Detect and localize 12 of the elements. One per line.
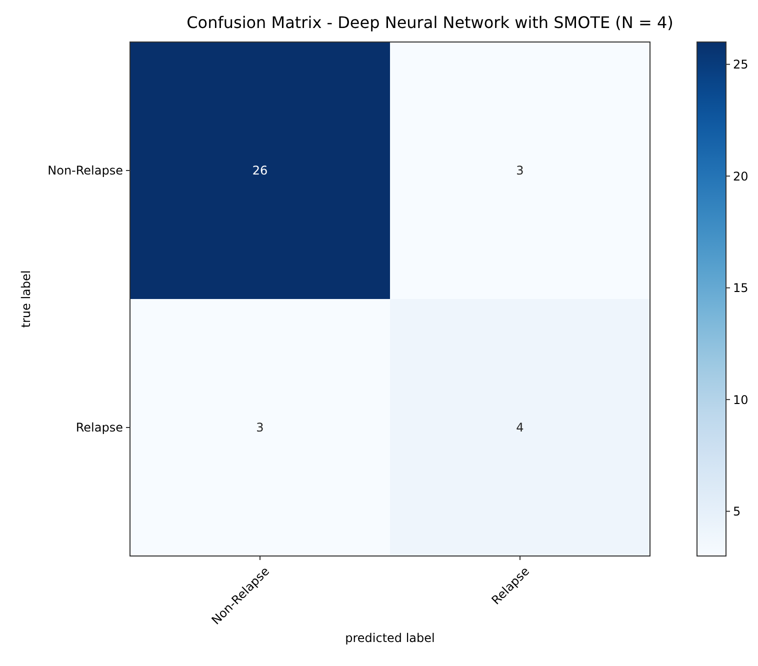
- x-axis-title: predicted label: [345, 631, 435, 645]
- data-label: 3: [256, 420, 264, 435]
- data-label: 26: [252, 164, 268, 178]
- color-bar-label: 20: [733, 169, 748, 184]
- color-bar-label: 5: [733, 504, 741, 519]
- color-bar-label: 25: [733, 58, 748, 72]
- y-axis-title: true label: [19, 270, 33, 328]
- chart-title: Confusion Matrix - Deep Neural Network with SMOTE (N = 4): [186, 13, 674, 32]
- color-bar-label: 10: [733, 392, 748, 407]
- data-label: 3: [516, 164, 524, 178]
- color-bar-label: 15: [733, 281, 748, 296]
- data-label: 4: [516, 420, 524, 435]
